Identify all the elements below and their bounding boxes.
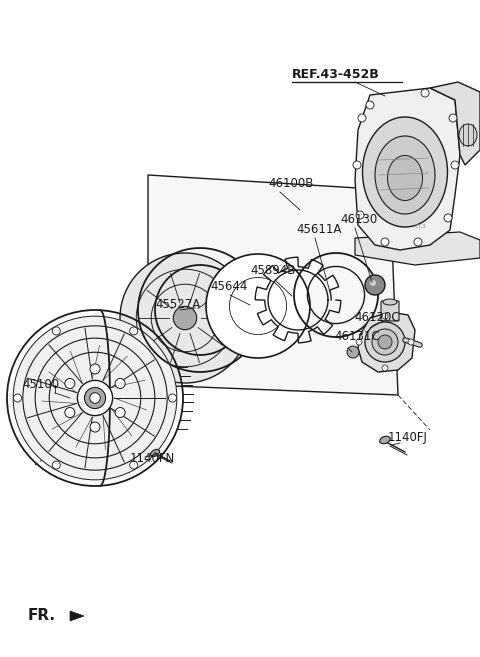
Ellipse shape [383, 299, 397, 305]
Circle shape [366, 101, 374, 109]
Circle shape [206, 254, 310, 358]
Polygon shape [355, 88, 460, 250]
Text: 46100B: 46100B [268, 177, 313, 190]
Polygon shape [355, 232, 480, 265]
Circle shape [84, 388, 106, 409]
FancyBboxPatch shape [381, 301, 399, 321]
Text: FR.: FR. [28, 608, 56, 623]
Ellipse shape [150, 449, 159, 457]
Text: 46120C: 46120C [354, 311, 400, 324]
Text: 45527A: 45527A [155, 298, 200, 311]
Circle shape [115, 407, 125, 417]
Circle shape [356, 211, 364, 219]
Ellipse shape [459, 124, 477, 146]
Circle shape [52, 327, 60, 335]
Circle shape [115, 378, 125, 388]
Circle shape [65, 407, 75, 417]
Ellipse shape [380, 436, 390, 443]
Circle shape [449, 114, 457, 122]
Circle shape [414, 238, 422, 246]
Text: 45644: 45644 [210, 280, 247, 293]
Circle shape [353, 161, 361, 169]
Circle shape [365, 322, 405, 362]
Text: CT.3: CT.3 [415, 224, 427, 229]
Circle shape [90, 422, 100, 432]
Text: 46131C: 46131C [334, 330, 380, 343]
Circle shape [347, 346, 359, 358]
Circle shape [382, 313, 388, 319]
Circle shape [173, 306, 197, 330]
Circle shape [358, 114, 366, 122]
Circle shape [382, 365, 388, 371]
Polygon shape [70, 611, 84, 621]
Circle shape [130, 461, 138, 469]
Polygon shape [430, 82, 480, 165]
Circle shape [13, 316, 177, 480]
Ellipse shape [362, 117, 447, 227]
Circle shape [356, 339, 362, 345]
Circle shape [168, 394, 177, 402]
Circle shape [378, 335, 392, 349]
Circle shape [408, 339, 414, 345]
Ellipse shape [387, 156, 422, 200]
Circle shape [365, 275, 385, 295]
Polygon shape [148, 175, 398, 395]
Text: 46130: 46130 [340, 213, 377, 226]
Polygon shape [358, 312, 415, 372]
Circle shape [444, 214, 452, 222]
Circle shape [372, 329, 398, 355]
Circle shape [120, 253, 250, 383]
Circle shape [77, 380, 113, 416]
Circle shape [130, 327, 138, 335]
Circle shape [421, 89, 429, 97]
Circle shape [90, 364, 100, 374]
Circle shape [52, 461, 60, 469]
Circle shape [370, 280, 376, 286]
Circle shape [451, 161, 459, 169]
Circle shape [65, 378, 75, 388]
Circle shape [13, 394, 22, 402]
Text: 1140FN: 1140FN [130, 452, 175, 465]
Circle shape [90, 393, 100, 403]
Circle shape [381, 238, 389, 246]
Ellipse shape [375, 136, 435, 214]
Text: REF.43-452B: REF.43-452B [292, 68, 380, 81]
Text: 45611A: 45611A [296, 223, 341, 236]
Text: 1140FJ: 1140FJ [388, 431, 428, 444]
Text: 45894B: 45894B [250, 264, 295, 277]
Text: 45100: 45100 [22, 378, 59, 391]
